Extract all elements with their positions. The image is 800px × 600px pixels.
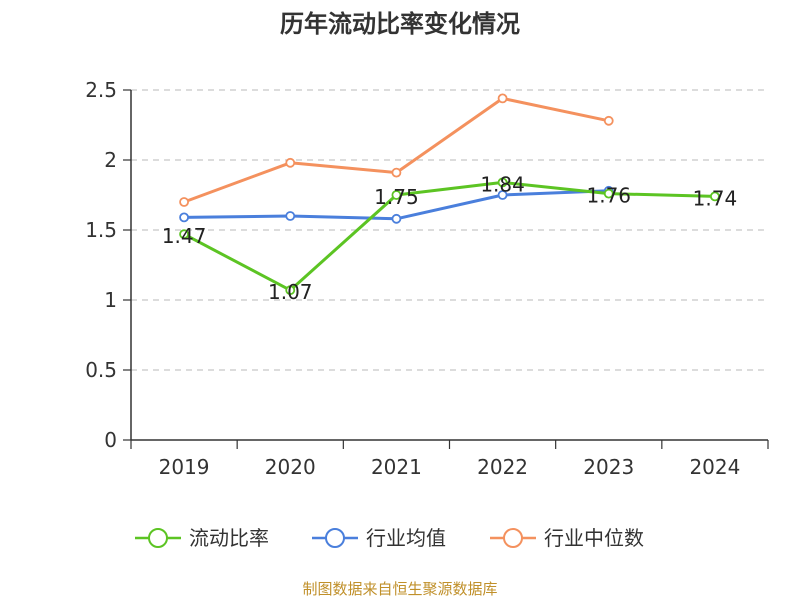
legend-label: 行业均值 xyxy=(366,526,446,550)
y-tick-label: 1 xyxy=(104,288,117,312)
data-point xyxy=(285,157,296,168)
chart-title: 历年流动比率变化情况 xyxy=(280,10,520,38)
data-point xyxy=(603,115,614,126)
legend-label: 行业中位数 xyxy=(544,526,644,550)
data-point xyxy=(497,177,508,188)
legend-item[interactable]: 流动比率 xyxy=(135,526,269,550)
legend-marker-icon xyxy=(325,528,345,548)
legend-marker-icon xyxy=(148,528,168,548)
legend-label: 流动比率 xyxy=(189,526,269,550)
x-tick-label: 2020 xyxy=(265,455,316,479)
x-tick-label: 2019 xyxy=(159,455,210,479)
data-labels: 1.47 1.07 1.75 1.84 1.76 1.74 xyxy=(162,172,737,304)
data-point xyxy=(497,190,508,200)
series xyxy=(179,93,720,296)
legend-marker-icon xyxy=(503,528,523,548)
data-point xyxy=(391,213,402,224)
axes: 0 0.5 1 1.5 2 2.5 2019 2020 2021 2022 2023 2024 xyxy=(85,78,769,479)
y-tick-label: 0 xyxy=(104,428,117,452)
data-point xyxy=(497,93,508,104)
grid xyxy=(131,89,768,371)
y-tick-label: 0.5 xyxy=(85,358,117,382)
data-point xyxy=(603,188,614,199)
legend-item[interactable]: 行业均值 xyxy=(312,526,446,550)
x-tick-label: 2024 xyxy=(689,455,740,479)
data-label: 1.84 xyxy=(480,172,525,196)
data-point xyxy=(710,191,720,202)
data-point xyxy=(179,229,189,240)
x-tick-label: 2021 xyxy=(371,455,422,479)
data-point xyxy=(391,190,402,200)
data-label: 1.74 xyxy=(693,186,738,210)
data-label: 1.75 xyxy=(374,185,419,209)
data-point xyxy=(285,211,296,221)
x-tick-label: 2022 xyxy=(477,455,528,479)
data-point xyxy=(179,212,189,223)
source-footer: 制图数据来自恒生聚源数据库 xyxy=(302,580,498,598)
data-label: 1.47 xyxy=(162,224,207,248)
legend-item[interactable]: 行业中位数 xyxy=(490,526,644,550)
x-tick-label: 2023 xyxy=(583,455,634,479)
data-point xyxy=(391,167,402,178)
legend[interactable]: 流动比率 行业均值 行业中位数 xyxy=(135,526,644,550)
data-point xyxy=(285,285,296,296)
y-tick-label: 1.5 xyxy=(85,218,117,242)
data-point xyxy=(179,197,189,207)
data-label: 1.07 xyxy=(268,280,313,304)
y-tick-label: 2 xyxy=(104,148,117,172)
series-line xyxy=(183,180,715,292)
data-label: 1.76 xyxy=(586,184,631,208)
y-tick-label: 2.5 xyxy=(85,78,117,102)
